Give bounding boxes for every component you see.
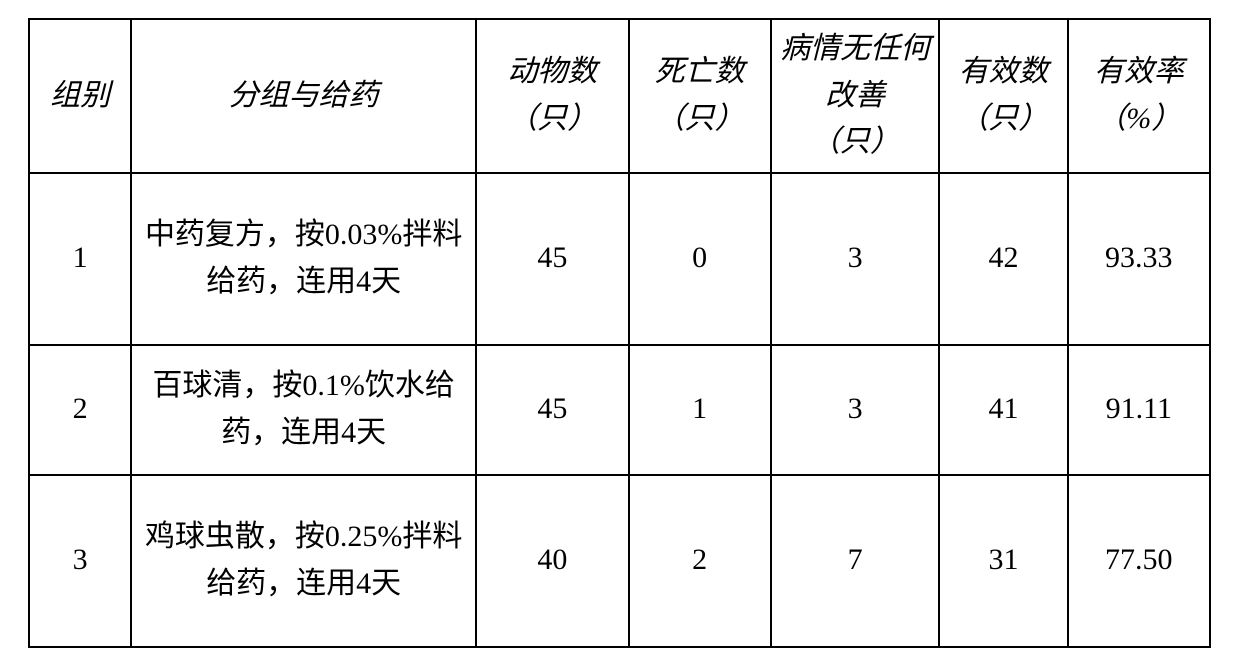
cell-effective: 41 [939, 345, 1067, 475]
col-header-no-improve: 病情无任何改善 （只） [771, 19, 939, 173]
table-row: 2 百球清，按0.1%饮水给药，连用4天 45 1 3 41 91.11 [29, 345, 1210, 475]
col-header-group: 组别 [29, 19, 131, 173]
col-header-deaths: 死亡数 （只） [629, 19, 771, 173]
col-header-label: 组别 [34, 73, 126, 120]
col-header-unit: （%） [1073, 96, 1205, 143]
cell-animals: 45 [476, 345, 628, 475]
table-row: 3 鸡球虫散，按0.25%拌料给药，连用4天 40 2 7 31 77.50 [29, 475, 1210, 647]
cell-rate: 93.33 [1068, 173, 1210, 345]
cell-effective: 42 [939, 173, 1067, 345]
cell-rate: 91.11 [1068, 345, 1210, 475]
cell-treatment: 中药复方，按0.03%拌料给药，连用4天 [131, 173, 476, 345]
col-header-unit: （只） [634, 96, 766, 143]
cell-animals: 40 [476, 475, 628, 647]
cell-no-improve: 3 [771, 345, 939, 475]
cell-group: 3 [29, 475, 131, 647]
cell-effective: 31 [939, 475, 1067, 647]
col-header-unit: （只） [776, 119, 934, 166]
cell-treatment: 鸡球虫散，按0.25%拌料给药，连用4天 [131, 475, 476, 647]
data-table: 组别 分组与给药 动物数 （只） 死亡数 [28, 18, 1211, 648]
cell-deaths: 0 [629, 173, 771, 345]
cell-rate: 77.50 [1068, 475, 1210, 647]
cell-animals: 45 [476, 173, 628, 345]
col-header-label: 病情无任何改善 [776, 26, 934, 119]
cell-treatment: 百球清，按0.1%饮水给药，连用4天 [131, 345, 476, 475]
col-header-label: 有效率 [1073, 49, 1205, 96]
col-header-rate: 有效率 （%） [1068, 19, 1210, 173]
table-container: 组别 分组与给药 动物数 （只） 死亡数 [0, 0, 1239, 666]
col-header-label: 死亡数 [634, 49, 766, 96]
col-header-unit: （只） [481, 96, 623, 143]
cell-group: 1 [29, 173, 131, 345]
cell-no-improve: 3 [771, 173, 939, 345]
col-header-label: 分组与给药 [136, 73, 471, 120]
col-header-animals: 动物数 （只） [476, 19, 628, 173]
col-header-treatment: 分组与给药 [131, 19, 476, 173]
cell-no-improve: 7 [771, 475, 939, 647]
cell-deaths: 1 [629, 345, 771, 475]
header-row: 组别 分组与给药 动物数 （只） 死亡数 [29, 19, 1210, 173]
col-header-unit: （只） [944, 96, 1062, 143]
col-header-label: 动物数 [481, 49, 623, 96]
col-header-label: 有效数 [944, 49, 1062, 96]
cell-deaths: 2 [629, 475, 771, 647]
col-header-effective: 有效数 （只） [939, 19, 1067, 173]
cell-group: 2 [29, 345, 131, 475]
table-row: 1 中药复方，按0.03%拌料给药，连用4天 45 0 3 42 93.33 [29, 173, 1210, 345]
